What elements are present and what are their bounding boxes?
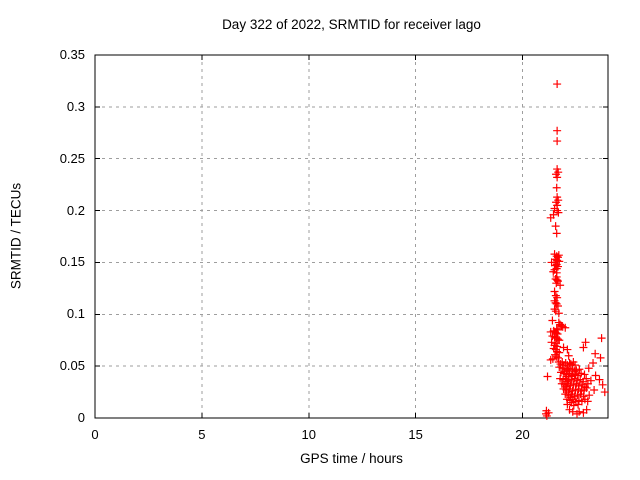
data-point	[563, 400, 572, 409]
chart-title: Day 322 of 2022, SRMTID for receiver lag…	[222, 17, 481, 32]
data-point	[550, 287, 559, 296]
data-point	[553, 353, 562, 362]
data-point	[552, 183, 561, 192]
data-point	[582, 383, 591, 392]
data-point	[555, 363, 564, 372]
data-point	[554, 309, 563, 318]
data-point	[596, 353, 605, 362]
data-point	[579, 343, 588, 352]
data-point	[595, 375, 604, 384]
x-tick-label: 20	[515, 427, 530, 442]
data-point	[552, 229, 561, 238]
data-point	[553, 126, 562, 135]
data-point	[553, 335, 562, 344]
data-point	[597, 334, 606, 343]
data-point	[554, 251, 563, 260]
data-point	[553, 173, 562, 182]
data-point	[548, 316, 557, 325]
y-tick-label: 0.2	[66, 202, 85, 218]
data-point	[561, 323, 570, 332]
data-point	[564, 351, 573, 360]
y-tick-label: 0.25	[59, 150, 85, 166]
data-point	[569, 401, 578, 410]
x-tick-label: 15	[408, 427, 423, 442]
data-point	[549, 267, 558, 276]
y-tick-label: 0.35	[59, 47, 85, 62]
data-point	[583, 379, 592, 388]
y-tick-label: 0.3	[66, 98, 85, 114]
data-point	[559, 343, 568, 352]
data-point	[589, 359, 598, 368]
y-tick-label: 0.1	[66, 306, 85, 322]
data-point	[575, 365, 584, 374]
y-tick-label: 0.15	[59, 254, 85, 270]
data-point	[585, 391, 594, 400]
data-point	[584, 364, 593, 373]
x-tick-label: 5	[198, 427, 206, 442]
x-axis-label: GPS time / hours	[300, 451, 403, 466]
data-point	[591, 349, 600, 358]
data-point	[573, 409, 582, 418]
data-point	[554, 208, 563, 217]
data-point	[582, 374, 591, 383]
data-point	[568, 407, 577, 416]
data-point	[556, 281, 565, 290]
data-point	[577, 369, 586, 378]
y-tick-label: 0	[77, 410, 85, 425]
data-point	[571, 361, 580, 370]
data-point	[553, 80, 562, 89]
data-point	[574, 400, 583, 409]
data-point	[544, 408, 553, 417]
data-point	[546, 355, 555, 364]
data-point	[600, 388, 609, 397]
data-point	[543, 372, 552, 381]
data-point	[555, 348, 564, 357]
data-point	[546, 213, 555, 222]
plot-border	[94, 54, 609, 419]
data-point	[553, 137, 562, 146]
data-point	[547, 258, 556, 267]
data-point	[581, 338, 590, 347]
data-point	[551, 291, 560, 300]
data-point	[551, 222, 560, 231]
data-point	[566, 360, 575, 369]
data-point	[582, 405, 591, 414]
data-point	[590, 385, 599, 394]
data-point	[591, 371, 600, 380]
y-tick-label: 0.05	[59, 358, 85, 374]
x-tick-label: 10	[301, 427, 316, 442]
x-tick-label: 0	[91, 427, 99, 442]
data-point	[583, 397, 592, 406]
data-point	[580, 370, 589, 379]
data-point	[563, 345, 572, 354]
data-point	[598, 380, 607, 389]
